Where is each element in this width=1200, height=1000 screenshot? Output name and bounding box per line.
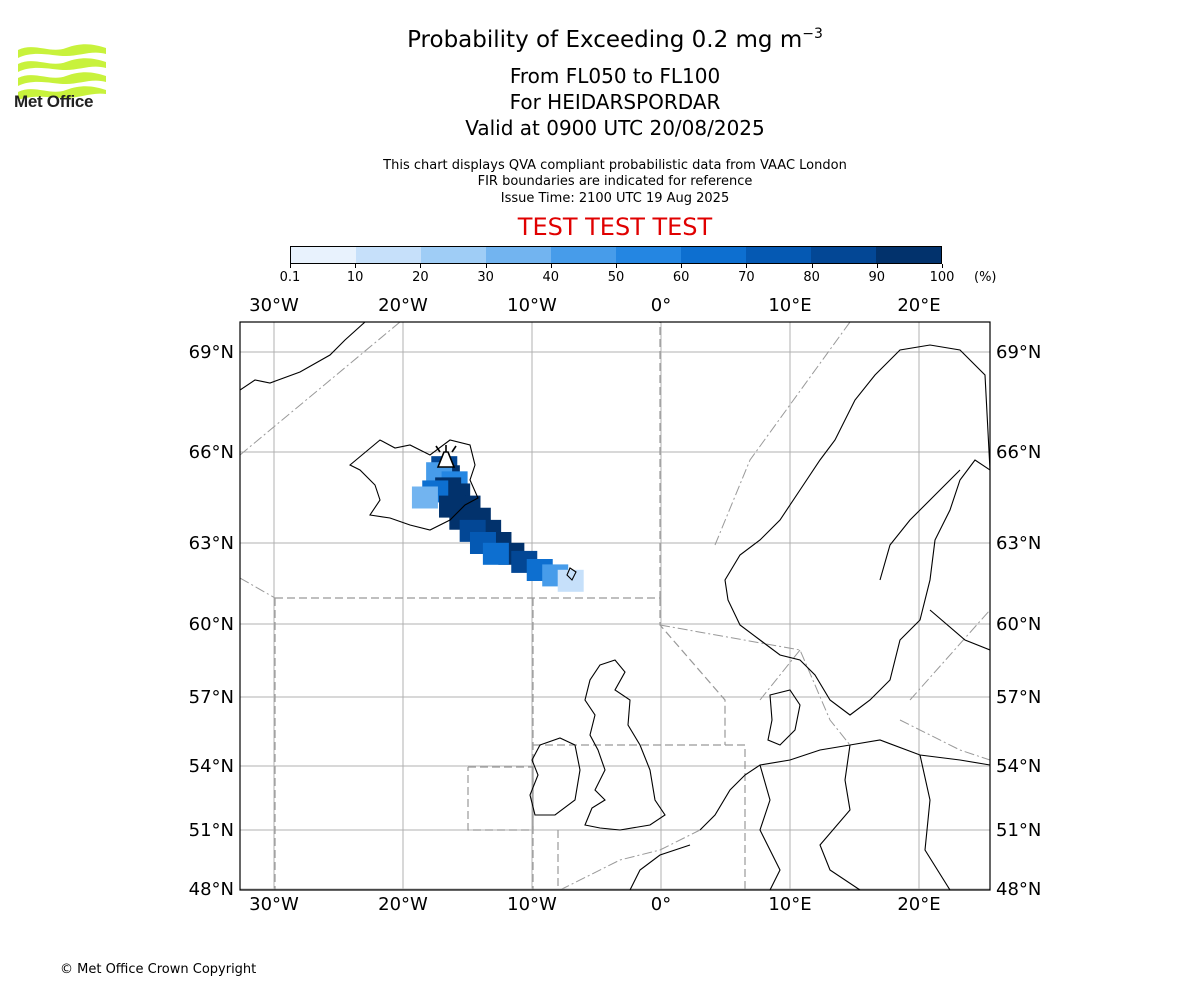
- axis-tick-label: 20°E: [897, 894, 940, 915]
- colorbar-tick-mark: [811, 264, 813, 268]
- colorbar-tick-mark: [746, 264, 748, 268]
- axis-tick-label: 66°N: [996, 442, 1041, 463]
- ash-probability-plume: [411, 456, 584, 592]
- colorbar-segment: [291, 247, 356, 263]
- axis-tick-label: 60°N: [996, 614, 1041, 635]
- valid-time: Valid at 0900 UTC 20/08/2025: [465, 116, 765, 140]
- colorbar-tick-label: 50: [607, 270, 625, 285]
- axis-tick-label: 20°E: [897, 295, 940, 316]
- colorbar-tick-mark: [420, 264, 422, 268]
- logo-text: Met Office: [14, 92, 94, 111]
- axis-tick-label: 69°N: [189, 342, 234, 363]
- coastlines: [240, 322, 990, 890]
- map-frame: [239, 321, 991, 891]
- volcano-icon: [435, 445, 457, 468]
- colorbar-segment: [746, 247, 811, 263]
- axis-tick-label: 69°N: [996, 342, 1041, 363]
- axis-tick-label: 20°W: [378, 295, 428, 316]
- colorbar: [290, 246, 942, 264]
- colorbar-tick-label: 60: [672, 270, 690, 285]
- axis-tick-label: 10°E: [768, 295, 811, 316]
- axis-tick-label: 20°W: [378, 894, 428, 915]
- colorbar-tick-label: 20: [412, 270, 429, 285]
- colorbar-segment: [486, 247, 551, 263]
- colorbar-tick-label: 100: [929, 270, 955, 285]
- colorbar-segment: [811, 247, 876, 263]
- volcano-name: For HEIDARSPORDAR: [509, 90, 721, 114]
- colorbar-tick-label: 0.1: [279, 270, 301, 285]
- fir-boundaries: [274, 322, 746, 890]
- axis-tick-label: 48°N: [996, 879, 1041, 900]
- axis-tick-label: 51°N: [996, 820, 1041, 841]
- colorbar-tick-label: 70: [738, 270, 755, 285]
- axis-tick-label: 54°N: [996, 756, 1041, 777]
- colorbar-segment: [876, 247, 941, 263]
- map-frame-bg: [240, 322, 990, 890]
- colorbar-tick-mark: [616, 264, 617, 268]
- flight-level-range: From FL050 to FL100: [509, 64, 721, 88]
- axis-tick-label: 63°N: [996, 533, 1041, 554]
- axis-tick-label: 57°N: [189, 687, 234, 708]
- axis-tick-label: 0°: [651, 894, 671, 915]
- colorbar-tick-label: 30: [477, 270, 494, 285]
- colorbar-tick-mark: [876, 264, 878, 268]
- axis-tick-label: 54°N: [189, 756, 234, 777]
- colorbar-tick-mark: [681, 264, 683, 268]
- chart-note: This chart displays QVA compliant probab…: [383, 158, 847, 173]
- colorbar-tick-mark: [355, 264, 357, 268]
- axis-tick-label: 0°: [651, 295, 671, 316]
- axis-tick-label: 48°N: [189, 879, 234, 900]
- issue-time: Issue Time: 2100 UTC 19 Aug 2025: [500, 191, 730, 206]
- colorbar-segment: [356, 247, 421, 263]
- plume-cell: [411, 486, 438, 509]
- axis-labels: 30°W 30°W 20°W 20°W 10°W 10°W 0° 0° 10°E 10°E 20°E…: [189, 295, 1042, 915]
- axis-tick-label: 10°W: [507, 894, 557, 915]
- colorbar-tick-mark: [942, 264, 943, 268]
- colorbar-segment: [681, 247, 746, 263]
- colorbar-segment: [616, 247, 681, 263]
- colorbar-tick-label: 90: [868, 270, 886, 285]
- colorbar-unit: (%): [974, 270, 997, 285]
- axis-tick-label: 66°N: [189, 442, 234, 463]
- axis-tick-label: 63°N: [189, 533, 234, 554]
- axis-tick-label: 51°N: [189, 820, 234, 841]
- colorbar-segment: [551, 247, 616, 263]
- axis-tick-label: 30°W: [249, 894, 299, 915]
- test-banner: TEST TEST TEST: [517, 213, 713, 241]
- colorbar-tick-label: 80: [803, 270, 820, 285]
- colorbar-tick-mark: [550, 264, 552, 268]
- fir-boundaries-dashdot: [240, 322, 990, 890]
- copyright: © Met Office Crown Copyright: [60, 962, 257, 977]
- axis-tick-label: 10°W: [507, 295, 557, 316]
- fir-note: FIR boundaries are indicated for referen…: [477, 174, 753, 189]
- graticule: [240, 322, 990, 890]
- colorbar-tick-label: 40: [542, 270, 560, 285]
- chart-title: Probability of Exceeding 0.2 mg m−3: [407, 26, 823, 53]
- met-office-logo: [18, 44, 106, 100]
- axis-tick-label: 60°N: [189, 614, 234, 635]
- colorbar-tick-label: 10: [346, 270, 364, 285]
- colorbar-tick-mark: [290, 264, 291, 268]
- axis-tick-label: 30°W: [249, 295, 299, 316]
- axis-tick-label: 57°N: [996, 687, 1041, 708]
- colorbar-tick-mark: [485, 264, 487, 268]
- axis-tick-label: 10°E: [768, 894, 811, 915]
- colorbar-segment: [421, 247, 486, 263]
- plume-cell: [482, 542, 509, 565]
- plume-cell: [557, 569, 584, 592]
